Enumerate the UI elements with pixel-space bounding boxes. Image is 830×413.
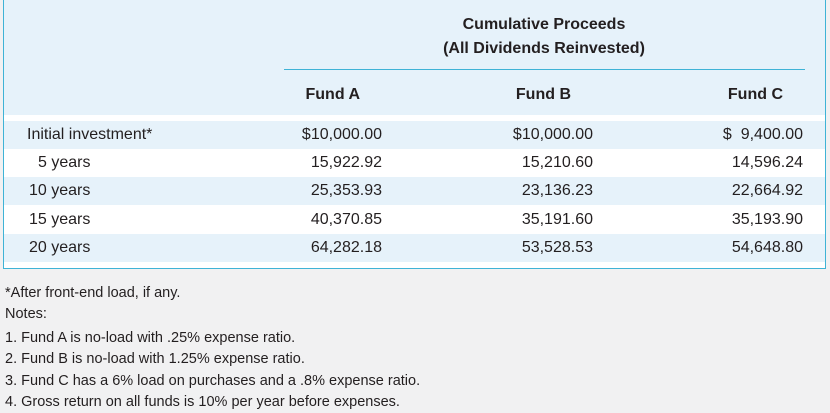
note-item: 1. Fund A is no-load with .25% expense r…: [5, 330, 296, 346]
note-item: 2. Fund B is no-load with 1.25% expense …: [5, 351, 305, 367]
table-row: 15 years 40,370.85 35,191.60 35,193.90: [4, 206, 825, 234]
column-header-fund-c: Fund C: [727, 86, 783, 103]
notes-heading: Notes:: [5, 306, 47, 322]
row-label: 10 years: [29, 182, 91, 199]
footnote: *After front-end load, if any.: [5, 285, 181, 301]
header-rule: [284, 69, 805, 70]
super-header-title: Cumulative Proceeds: [462, 16, 626, 33]
column-header-fund-a: Fund A: [305, 86, 361, 103]
cell-fund-c: 22,664.92: [731, 182, 803, 199]
proceeds-table: Cumulative Proceeds (All Dividends Reinv…: [3, 0, 826, 269]
row-label: Initial investment*: [27, 126, 153, 143]
row-label: 5 years: [38, 154, 91, 171]
cell-fund-a: 64,282.18: [310, 239, 382, 256]
table-header: Cumulative Proceeds (All Dividends Reinv…: [4, 0, 825, 115]
cell-fund-b: $10,000.00: [512, 126, 593, 143]
row-label: 20 years: [29, 239, 91, 256]
cell-fund-c: 14,596.24: [731, 154, 803, 171]
table-row: Initial investment* $10,000.00 $10,000.0…: [4, 121, 825, 149]
cell-fund-a: $10,000.00: [301, 126, 382, 143]
cell-fund-c: 35,193.90: [731, 211, 803, 228]
table-row: 5 years 15,922.92 15,210.60 14,596.24: [4, 149, 825, 177]
table-row: 10 years 25,353.93 23,136.23 22,664.92: [4, 177, 825, 205]
cell-fund-b: 15,210.60: [521, 154, 593, 171]
cell-fund-c: 54,648.80: [731, 239, 803, 256]
cell-fund-b: 35,191.60: [521, 211, 593, 228]
cell-fund-c: $ 9,400.00: [722, 126, 803, 143]
note-item: 3. Fund C has a 6% load on purchases and…: [5, 373, 421, 389]
super-header-subtitle: (All Dividends Reinvested): [443, 40, 645, 57]
cell-fund-a: 15,922.92: [310, 154, 382, 171]
note-item: 4. Gross return on all funds is 10% per …: [5, 394, 400, 410]
cell-fund-b: 53,528.53: [521, 239, 593, 256]
table-row: 20 years 64,282.18 53,528.53 54,648.80: [4, 234, 825, 262]
column-header-fund-b: Fund B: [515, 86, 571, 103]
cell-fund-a: 25,353.93: [310, 182, 382, 199]
cell-fund-a: 40,370.85: [310, 211, 382, 228]
row-label: 15 years: [29, 211, 91, 228]
cell-fund-b: 23,136.23: [521, 182, 593, 199]
